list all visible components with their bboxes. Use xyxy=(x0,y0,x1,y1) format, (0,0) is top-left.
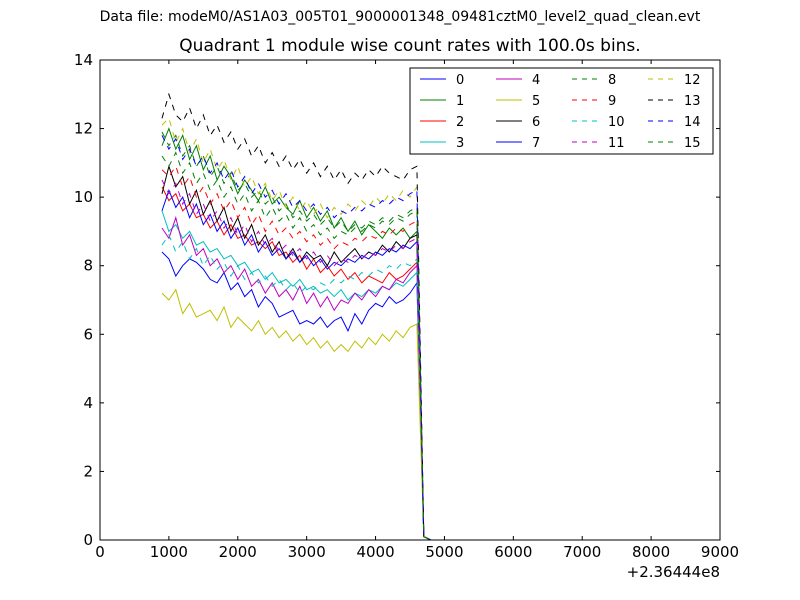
legend-label-1: 1 xyxy=(456,94,464,109)
figure-suptitle: Data file: modeM0/AS1A03_005T01_90000013… xyxy=(99,9,701,25)
x-tick-label: 1000 xyxy=(150,543,188,561)
y-tick-label: 12 xyxy=(74,120,93,138)
legend-label-6: 6 xyxy=(532,115,540,130)
legend-label-3: 3 xyxy=(456,136,464,151)
series-1-line xyxy=(161,127,665,540)
series-11-line xyxy=(161,179,665,540)
legend-label-8: 8 xyxy=(608,73,616,88)
series-10-line xyxy=(161,233,665,540)
y-tick-label: 14 xyxy=(74,51,93,69)
x-tick-label: 5000 xyxy=(425,543,463,561)
series-15-line xyxy=(161,151,665,540)
legend-label-0: 0 xyxy=(456,73,464,88)
legend-label-4: 4 xyxy=(532,73,540,88)
axis-layer: 0 1000 2000 3000 4000 5000 6000 7000 8000 9000 0 2 4… xyxy=(74,51,739,561)
series-layer xyxy=(161,92,665,540)
y-tick-label: 6 xyxy=(83,325,93,343)
legend-label-7: 7 xyxy=(532,136,540,151)
series-4-line xyxy=(161,215,665,540)
legend-label-11: 11 xyxy=(608,136,625,151)
legend-label-13: 13 xyxy=(684,94,701,109)
legend-label-5: 5 xyxy=(532,94,540,109)
series-13-line xyxy=(161,92,665,540)
chart-title: Quadrant 1 module wise count rates with … xyxy=(179,36,641,56)
series-9-line xyxy=(161,165,665,540)
legend-label-14: 14 xyxy=(684,115,701,130)
x-tick-label: 0 xyxy=(95,543,105,561)
series-3-line xyxy=(161,210,665,540)
x-tick-label: 6000 xyxy=(494,543,532,561)
legend-label-15: 15 xyxy=(684,136,701,151)
series-5-line xyxy=(161,288,665,540)
y-tick-label: 8 xyxy=(83,257,93,275)
x-tick-label: 8000 xyxy=(632,543,670,561)
x-tick-label: 3000 xyxy=(288,543,326,561)
x-tick-label: 4000 xyxy=(356,543,394,561)
series-7-line xyxy=(161,188,665,540)
y-tick-label: 2 xyxy=(83,462,93,480)
legend-label-9: 9 xyxy=(608,94,616,109)
x-tick-label: 9000 xyxy=(701,543,739,561)
legend-box xyxy=(409,67,714,155)
legend-label-12: 12 xyxy=(684,73,701,88)
y-tick-label: 0 xyxy=(83,531,93,549)
y-tick-label: 4 xyxy=(83,394,93,412)
legend-label-10: 10 xyxy=(608,115,625,130)
series-6-line xyxy=(161,164,665,540)
series-14-line xyxy=(161,135,665,540)
legend-label-2: 2 xyxy=(456,115,464,130)
x-offset-label: +2.36444e8 xyxy=(626,563,720,581)
series-0-line xyxy=(161,251,665,540)
series-12-line xyxy=(161,117,665,540)
y-tick-label: 10 xyxy=(74,188,93,206)
plot-frame xyxy=(99,59,721,541)
x-tick-label: 7000 xyxy=(563,543,601,561)
x-tick-label: 2000 xyxy=(219,543,257,561)
